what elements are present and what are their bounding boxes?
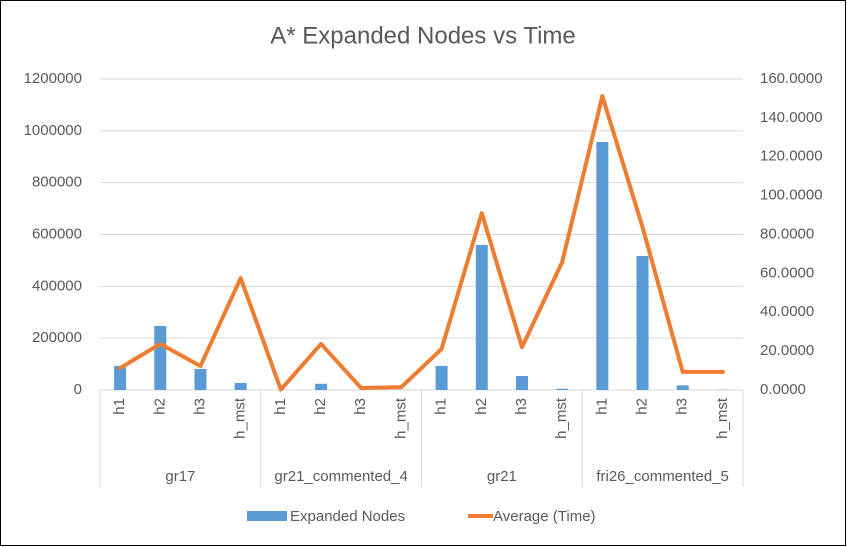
bar: [556, 388, 569, 390]
y-tick-label: 1200000: [24, 70, 82, 87]
bar: [475, 244, 488, 390]
group-label: fri26_commented_5: [596, 468, 729, 485]
x-tick-label: h1: [433, 398, 450, 415]
y-tick-label: 1000000: [24, 122, 82, 139]
x-tick-label: h2: [151, 398, 168, 415]
bar: [315, 383, 328, 390]
chart-title: A* Expanded Nodes vs Time: [270, 22, 576, 49]
x-tick-label: h3: [674, 398, 691, 415]
bar: [154, 325, 167, 390]
y2-tick-label: 120.0000: [760, 148, 823, 165]
bar: [234, 383, 247, 390]
y2-tick-label: 140.0000: [760, 109, 823, 126]
y-tick-label: 400000: [32, 277, 82, 294]
group-label: gr17: [165, 468, 195, 485]
x-tick-label: h3: [191, 398, 208, 415]
legend-label: Expanded Nodes: [290, 508, 405, 525]
y2-tick-label: 80.0000: [760, 225, 814, 242]
group-label: gr21: [487, 468, 517, 485]
bar: [114, 365, 127, 390]
x-tick-label: h1: [593, 398, 610, 415]
y-tick-label: 800000: [32, 174, 82, 191]
legend-label: Average (Time): [493, 508, 596, 525]
bar: [435, 365, 448, 390]
x-tick-label: h2: [312, 398, 329, 415]
y-tick-label: 600000: [32, 225, 82, 242]
bar: [596, 141, 609, 390]
x-tick-label: h2: [473, 398, 490, 415]
x-tick-label: h_mst: [553, 397, 570, 439]
legend-swatch: [247, 511, 287, 521]
bar: [676, 385, 689, 390]
x-tick-label: h2: [634, 398, 651, 415]
y2-tick-label: 60.0000: [760, 264, 814, 281]
x-tick-label: h1: [272, 398, 289, 415]
x-tick-label: h_mst: [232, 397, 249, 439]
y-tick-label: 200000: [32, 329, 82, 346]
y-tick-label: 0: [74, 381, 82, 398]
x-tick-label: h3: [352, 398, 369, 415]
bar: [636, 256, 649, 390]
x-tick-label: h1: [111, 398, 128, 415]
x-tick-label: h3: [513, 398, 530, 415]
x-tick-label: h_mst: [392, 397, 409, 439]
y2-tick-label: 0.0000: [760, 381, 806, 398]
y2-tick-label: 160.0000: [760, 70, 823, 87]
group-label: gr21_commented_4: [274, 468, 407, 485]
line: [118, 94, 725, 392]
y2-tick-label: 100.0000: [760, 187, 823, 204]
y2-tick-label: 20.0000: [760, 342, 814, 359]
bar: [515, 376, 528, 390]
bar: [194, 369, 207, 390]
x-tick-label: h_mst: [714, 397, 731, 439]
y2-tick-label: 40.0000: [760, 303, 814, 320]
